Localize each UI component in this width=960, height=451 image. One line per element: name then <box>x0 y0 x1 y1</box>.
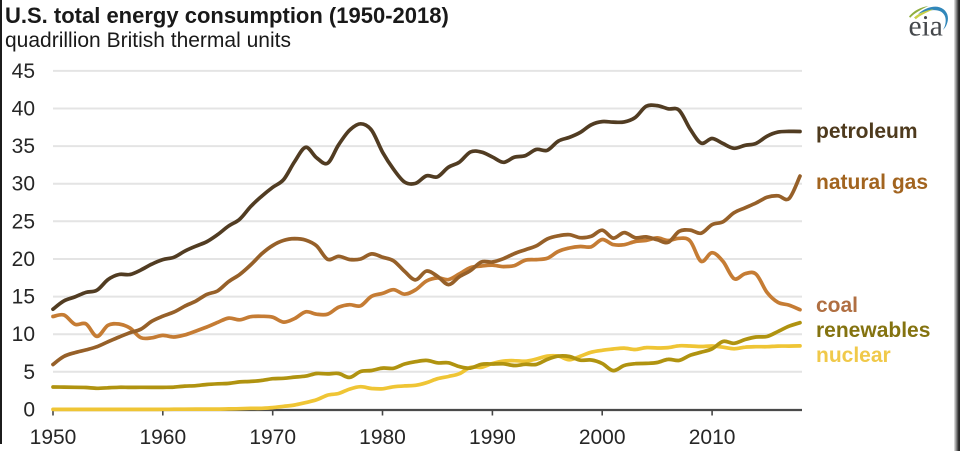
svg-text:eia: eia <box>909 11 943 43</box>
svg-text:2010: 2010 <box>689 426 736 449</box>
svg-text:5: 5 <box>23 361 35 384</box>
svg-text:renewables: renewables <box>816 319 930 342</box>
svg-text:petroleum: petroleum <box>816 120 918 143</box>
svg-text:1980: 1980 <box>359 426 406 449</box>
svg-text:40: 40 <box>12 98 35 121</box>
svg-text:nuclear: nuclear <box>816 344 891 367</box>
svg-text:2000: 2000 <box>579 426 626 449</box>
svg-text:coal: coal <box>816 294 858 317</box>
svg-text:15: 15 <box>12 286 35 309</box>
svg-text:20: 20 <box>12 248 35 271</box>
svg-text:1990: 1990 <box>469 426 516 449</box>
svg-text:natural gas: natural gas <box>816 171 928 194</box>
svg-text:30: 30 <box>12 173 35 196</box>
svg-text:35: 35 <box>12 135 35 158</box>
svg-text:0: 0 <box>23 398 35 421</box>
svg-text:1960: 1960 <box>139 426 186 449</box>
svg-text:10: 10 <box>12 323 35 346</box>
svg-text:1970: 1970 <box>249 426 296 449</box>
svg-text:45: 45 <box>12 60 35 83</box>
svg-text:25: 25 <box>12 210 35 233</box>
svg-text:1950: 1950 <box>30 426 77 449</box>
